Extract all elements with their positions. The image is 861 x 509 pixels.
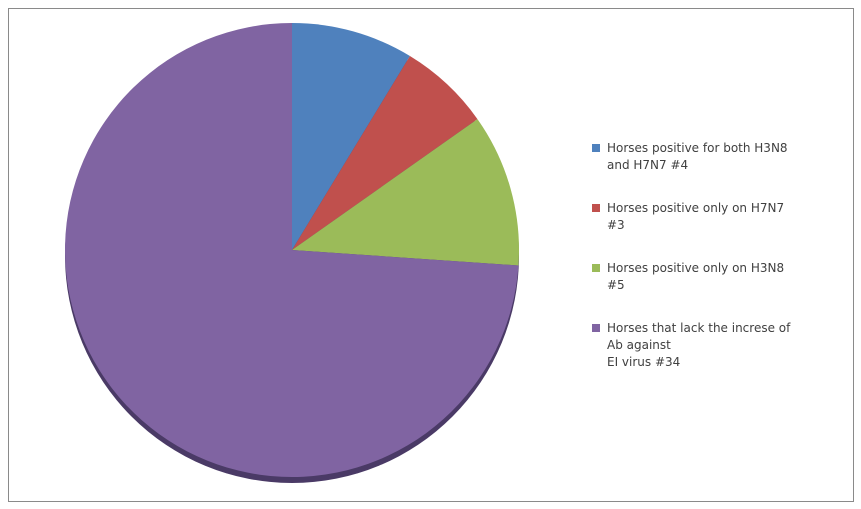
legend-swatch-lack bbox=[592, 324, 600, 332]
legend-swatch-both bbox=[592, 144, 600, 152]
pie-slice-lack bbox=[64, 23, 519, 478]
legend-label-both: Horses positive for both H3N8 and H7N7 #… bbox=[607, 141, 788, 172]
legend-label-h3n8: Horses positive only on H3N8 #5 bbox=[607, 261, 785, 292]
pie-slice-h7n7 bbox=[292, 56, 478, 250]
legend-label-h7n7: Horses positive only on H7N7 #3 bbox=[607, 201, 785, 232]
legend-item-h3n8: Horses positive only on H3N8 #5 bbox=[592, 260, 852, 294]
chart-legend: Horses positive for both H3N8 and H7N7 #… bbox=[592, 140, 852, 397]
pie-slice-both bbox=[292, 23, 410, 250]
legend-swatch-h7n7 bbox=[592, 204, 600, 212]
pie-slices bbox=[64, 23, 519, 478]
legend-item-both: Horses positive for both H3N8 and H7N7 #… bbox=[592, 140, 852, 174]
legend-label-lack: Horses that lack the increse of Ab again… bbox=[607, 321, 791, 369]
legend-swatch-h3n8 bbox=[592, 264, 600, 272]
legend-item-lack: Horses that lack the increse of Ab again… bbox=[592, 320, 852, 371]
legend-item-h7n7: Horses positive only on H7N7 #3 bbox=[592, 200, 852, 234]
pie-slice-h3n8 bbox=[292, 119, 519, 266]
